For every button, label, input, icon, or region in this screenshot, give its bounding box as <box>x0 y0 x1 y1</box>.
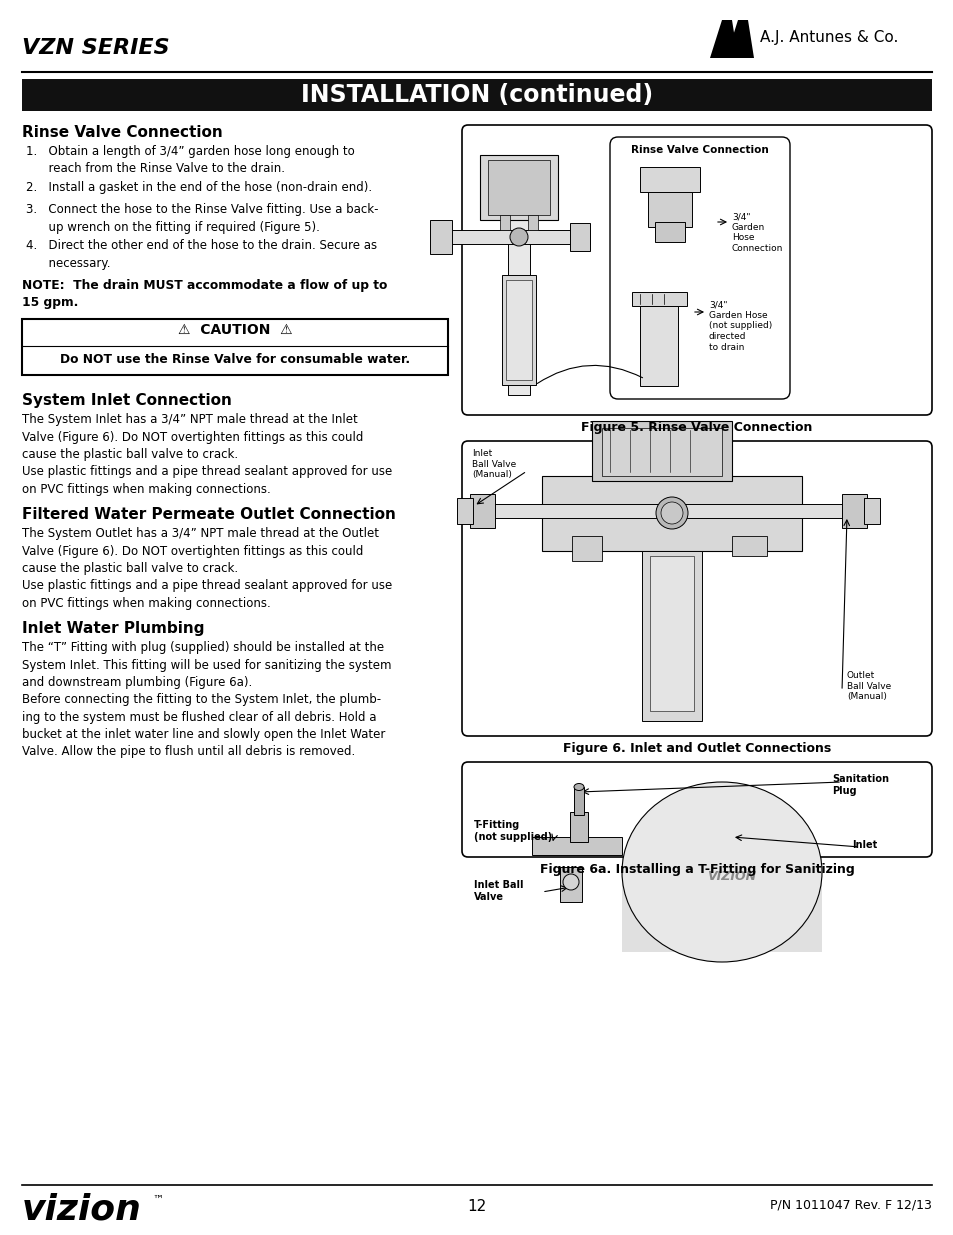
Text: Figure 5. Rinse Valve Connection: Figure 5. Rinse Valve Connection <box>580 421 812 433</box>
Text: Before connecting the fitting to the System Inlet, the plumb-
ing to the system : Before connecting the fitting to the Sys… <box>22 693 385 758</box>
Bar <box>841 494 866 529</box>
Text: Inlet Ball
Valve: Inlet Ball Valve <box>474 881 523 902</box>
Bar <box>720 36 745 43</box>
Text: The “T” Fitting with plug (supplied) should be installed at the
System Inlet. Th: The “T” Fitting with plug (supplied) sho… <box>22 641 391 689</box>
Text: Filtered Water Permeate Outlet Connection: Filtered Water Permeate Outlet Connectio… <box>22 508 395 522</box>
Bar <box>621 792 821 952</box>
Text: Sanitation
Plug: Sanitation Plug <box>831 774 888 797</box>
Text: 3.   Connect the hose to the Rinse Valve fitting. Use a back-
      up wrench on: 3. Connect the hose to the Rinse Valve f… <box>26 203 378 233</box>
Ellipse shape <box>562 874 578 890</box>
Bar <box>22 319 448 375</box>
Text: NOTE:  The drain MUST accommodate a flow of up to
15 gpm.: NOTE: The drain MUST accommodate a flow … <box>22 279 387 309</box>
Text: Use plastic fittings and a pipe thread sealant approved for use
on PVC fittings : Use plastic fittings and a pipe thread s… <box>22 579 392 610</box>
Text: System Inlet Connection: System Inlet Connection <box>22 393 232 408</box>
Bar <box>505 280 532 380</box>
Bar <box>574 787 583 815</box>
Ellipse shape <box>510 228 527 246</box>
Text: Outlet
Ball Valve
(Manual): Outlet Ball Valve (Manual) <box>846 671 890 701</box>
Bar <box>592 421 731 480</box>
Text: 12: 12 <box>467 1199 486 1214</box>
Text: VZN SERIES: VZN SERIES <box>22 38 170 58</box>
Bar <box>470 494 495 529</box>
Bar <box>499 215 510 230</box>
Text: The System Outlet has a 3/4” NPT male thread at the Outlet
Valve (Figure 6). Do : The System Outlet has a 3/4” NPT male th… <box>22 527 378 576</box>
Text: A.J. Antunes & Co.: A.J. Antunes & Co. <box>760 30 898 44</box>
Bar <box>488 161 550 215</box>
Text: T-Fitting
(not supplied): T-Fitting (not supplied) <box>474 820 552 842</box>
Polygon shape <box>709 20 738 58</box>
Text: 4.   Direct the other end of the hose to the drain. Secure as
      necessary.: 4. Direct the other end of the hose to t… <box>26 240 376 269</box>
Bar <box>479 156 558 220</box>
Text: The System Inlet has a 3/4” NPT male thread at the Inlet
Valve (Figure 6). Do NO: The System Inlet has a 3/4” NPT male thr… <box>22 412 363 461</box>
Ellipse shape <box>656 496 687 529</box>
Bar <box>731 536 766 556</box>
Text: Use plastic fittings and a pipe thread sealant approved for use
on PVC fittings : Use plastic fittings and a pipe thread s… <box>22 466 392 495</box>
Text: 1.   Obtain a length of 3/4” garden hose long enough to
      reach from the Rin: 1. Obtain a length of 3/4” garden hose l… <box>26 144 355 175</box>
Text: Figure 6. Inlet and Outlet Connections: Figure 6. Inlet and Outlet Connections <box>562 742 830 755</box>
Ellipse shape <box>574 783 583 790</box>
FancyBboxPatch shape <box>609 137 789 399</box>
Bar <box>641 551 701 721</box>
Bar <box>631 291 686 306</box>
Bar <box>569 224 589 251</box>
Text: Inlet: Inlet <box>851 840 877 850</box>
Text: ™: ™ <box>152 1195 163 1205</box>
Bar <box>532 837 621 855</box>
Bar <box>655 222 684 242</box>
Bar <box>639 167 700 191</box>
Text: Inlet Water Plumbing: Inlet Water Plumbing <box>22 621 204 636</box>
Text: Rinse Valve Connection: Rinse Valve Connection <box>631 144 768 156</box>
Bar <box>601 429 721 475</box>
Bar <box>649 556 693 711</box>
Text: 2.   Install a gasket in the end of the hose (non-drain end).: 2. Install a gasket in the end of the ho… <box>26 182 372 194</box>
Bar <box>569 811 587 842</box>
FancyBboxPatch shape <box>461 762 931 857</box>
Text: Inlet
Ball Valve
(Manual): Inlet Ball Valve (Manual) <box>472 450 516 479</box>
Bar <box>501 275 536 385</box>
Bar <box>450 230 589 245</box>
Text: vizion: vizion <box>22 1193 142 1228</box>
Bar <box>572 536 601 561</box>
Bar <box>430 220 452 254</box>
Text: P/N 1011047 Rev. F 12/13: P/N 1011047 Rev. F 12/13 <box>769 1199 931 1212</box>
Bar <box>456 498 473 524</box>
Bar <box>492 504 851 517</box>
Text: Figure 6a. Installing a T-Fitting for Sanitizing: Figure 6a. Installing a T-Fitting for Sa… <box>539 863 854 876</box>
Text: Rinse Valve Connection: Rinse Valve Connection <box>22 125 222 140</box>
Bar <box>639 306 678 387</box>
Text: INSTALLATION (continued): INSTALLATION (continued) <box>300 83 653 107</box>
Text: Do NOT use the Rinse Valve for consumable water.: Do NOT use the Rinse Valve for consumabl… <box>60 353 410 366</box>
Bar <box>647 191 691 227</box>
Bar <box>863 498 879 524</box>
Bar <box>541 475 801 551</box>
Bar <box>559 867 581 902</box>
Bar <box>507 215 530 395</box>
FancyBboxPatch shape <box>461 125 931 415</box>
Text: ⚠  CAUTION  ⚠: ⚠ CAUTION ⚠ <box>177 324 292 337</box>
Bar <box>22 79 931 111</box>
Ellipse shape <box>660 501 682 524</box>
Ellipse shape <box>621 782 821 962</box>
FancyBboxPatch shape <box>461 441 931 736</box>
Text: VIZION: VIZION <box>707 871 756 883</box>
Polygon shape <box>725 20 753 58</box>
Text: 3/4"
Garden Hose
(not supplied)
directed
to drain: 3/4" Garden Hose (not supplied) directed… <box>708 300 771 352</box>
Bar <box>527 215 537 230</box>
Text: 3/4"
Garden
Hose
Connection: 3/4" Garden Hose Connection <box>731 212 782 253</box>
